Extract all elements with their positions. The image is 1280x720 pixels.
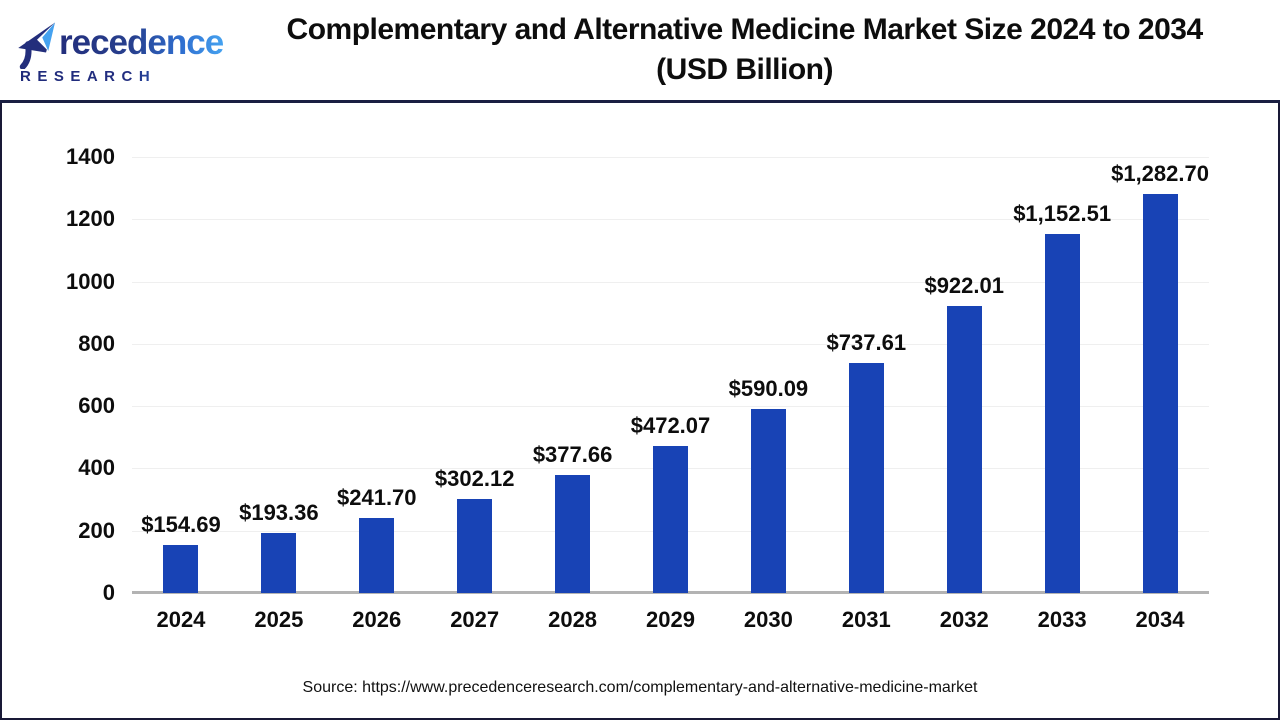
y-axis-tick-label: 1000: [66, 269, 115, 294]
bar-2024: [163, 544, 199, 593]
bar-2033: [1044, 234, 1080, 593]
x-axis-tick-label-2027: 2027: [450, 607, 500, 632]
bar-value-label-2033: $1,152.51: [1013, 201, 1112, 227]
y-axis-tick-label: 1400: [66, 144, 115, 169]
logo-brand-row: recedence: [16, 21, 224, 69]
gridline: [132, 406, 1209, 407]
bar-value-label-2030: $590.09: [728, 376, 809, 402]
bar-2028: [555, 475, 591, 593]
y-axis-tick-label: 200: [78, 518, 115, 543]
bar-value-label-2034: $1,282.70: [1111, 160, 1209, 186]
x-axis-tick-label-2028: 2028: [548, 607, 598, 632]
x-axis-tick-label-2033: 2033: [1037, 607, 1087, 632]
chart-title: Complementary and Alternative Medicine M…: [223, 10, 1280, 90]
bar-2031: [848, 363, 884, 593]
bar-2026: [359, 517, 395, 593]
bar-value-label-2029: $472.07: [630, 412, 711, 438]
bar-value-label-2031: $737.61: [826, 330, 907, 356]
precedence-research-logo: recedence RESEARCH: [0, 15, 224, 85]
bar-2029: [653, 445, 688, 593]
bar-value-label-2026: $241.70: [337, 484, 417, 510]
gridline: [132, 282, 1209, 283]
bar-2032: [946, 305, 982, 593]
logo-leaf-icon: [18, 22, 55, 69]
x-axis-tick-label-2031: 2031: [841, 607, 891, 632]
bar-value-label-2028: $377.66: [532, 442, 613, 468]
x-axis-tick-label-2030: 2030: [743, 607, 793, 632]
x-axis-tick-label-2029: 2029: [646, 607, 695, 632]
source-citation: Source: https://www.precedenceresearch.c…: [302, 679, 978, 696]
bar-2025: [261, 532, 297, 593]
gridline: [132, 344, 1209, 345]
logo-research-text: RESEARCH: [16, 68, 223, 85]
x-axis-tick-label-2032: 2032: [939, 607, 989, 632]
chart-title-line2: (USD Billion): [656, 53, 833, 86]
bar-2030: [750, 409, 786, 593]
y-axis-tick-label: 800: [78, 331, 115, 356]
chart-title-line1: Complementary and Alternative Medicine M…: [286, 13, 1204, 46]
x-axis-tick-label-2025: 2025: [254, 607, 304, 632]
gridline: [132, 219, 1209, 220]
y-axis-tick-label: 1200: [66, 206, 115, 231]
bar-2027: [457, 498, 493, 593]
x-axis-tick-label-2034: 2034: [1135, 607, 1185, 632]
x-axis-tick-label-2026: 2026: [352, 607, 402, 632]
logo-brand-text: recedence: [59, 21, 224, 65]
bar-value-label-2024: $154.69: [141, 511, 221, 537]
gridline: [132, 157, 1209, 158]
bar-value-label-2032: $922.01: [924, 272, 1004, 298]
bar-value-label-2025: $193.36: [239, 499, 319, 525]
bar-2034: [1142, 193, 1178, 593]
header: recedence RESEARCH Complementary and Alt…: [0, 0, 1280, 103]
bar-value-label-2027: $302.12: [434, 465, 515, 491]
y-axis-tick-label: 400: [78, 455, 115, 480]
y-axis-tick-label: 600: [78, 393, 115, 418]
y-axis-tick-label: 0: [102, 580, 115, 605]
x-axis-tick-label-2024: 2024: [156, 607, 206, 632]
